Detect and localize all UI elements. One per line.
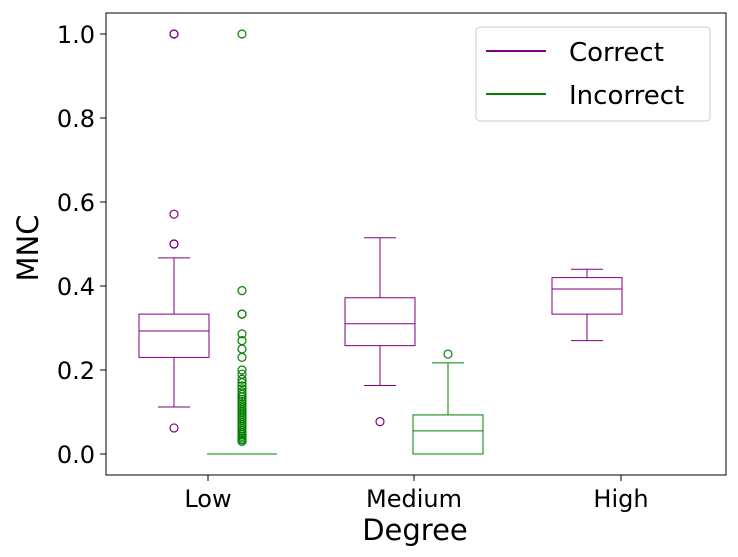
incorrect-low-outlier — [237, 387, 247, 397]
correct-medium-outlier — [375, 417, 385, 427]
plot-area — [138, 29, 623, 455]
correct-low-outlier — [169, 423, 179, 433]
y-tick-label: 0.4 — [57, 273, 95, 301]
incorrect-low-outlier — [237, 329, 247, 339]
incorrect-low-outlier — [237, 309, 247, 319]
correct-low-box — [138, 313, 210, 358]
x-axis-label: Degree — [362, 513, 468, 547]
incorrect-medium-box — [412, 414, 484, 455]
y-tick-label: 0.6 — [57, 189, 95, 217]
correct-low-outlier — [169, 29, 179, 39]
y-tick-label: 0.2 — [57, 357, 95, 385]
plot-frame — [105, 12, 727, 476]
y-tick-label: 0.0 — [57, 441, 95, 469]
incorrect-low-outlier — [237, 369, 247, 379]
legend: Correct Incorrect — [475, 26, 711, 122]
y-tick-label: 0.8 — [57, 105, 95, 133]
incorrect-low-outlier — [237, 374, 247, 384]
x-tick-label: Low — [184, 485, 231, 513]
correct-medium-box — [344, 297, 416, 347]
incorrect-low-outlier — [237, 336, 247, 346]
incorrect-low-outlier — [237, 365, 247, 375]
incorrect-medium-outlier — [443, 349, 453, 359]
incorrect-low-outlier — [237, 29, 247, 39]
correct-high-box — [551, 277, 623, 315]
correct-low-outlier — [169, 239, 179, 249]
incorrect-low-outlier — [237, 286, 247, 296]
incorrect-low-outlier — [237, 381, 247, 391]
correct-low-outlier — [169, 209, 179, 219]
y-tick-label: 1.0 — [57, 21, 95, 49]
incorrect-low-outlier — [237, 384, 247, 394]
legend-label-incorrect: Incorrect — [569, 81, 684, 111]
x-tick-label: Medium — [366, 485, 462, 513]
axes: 0.0 0.2 0.4 0.6 0.8 1.0 Low Medium High — [57, 21, 649, 513]
x-tick-label: High — [593, 485, 648, 513]
legend-label-correct: Correct — [569, 38, 664, 68]
y-axis-label: MNC — [11, 215, 45, 282]
